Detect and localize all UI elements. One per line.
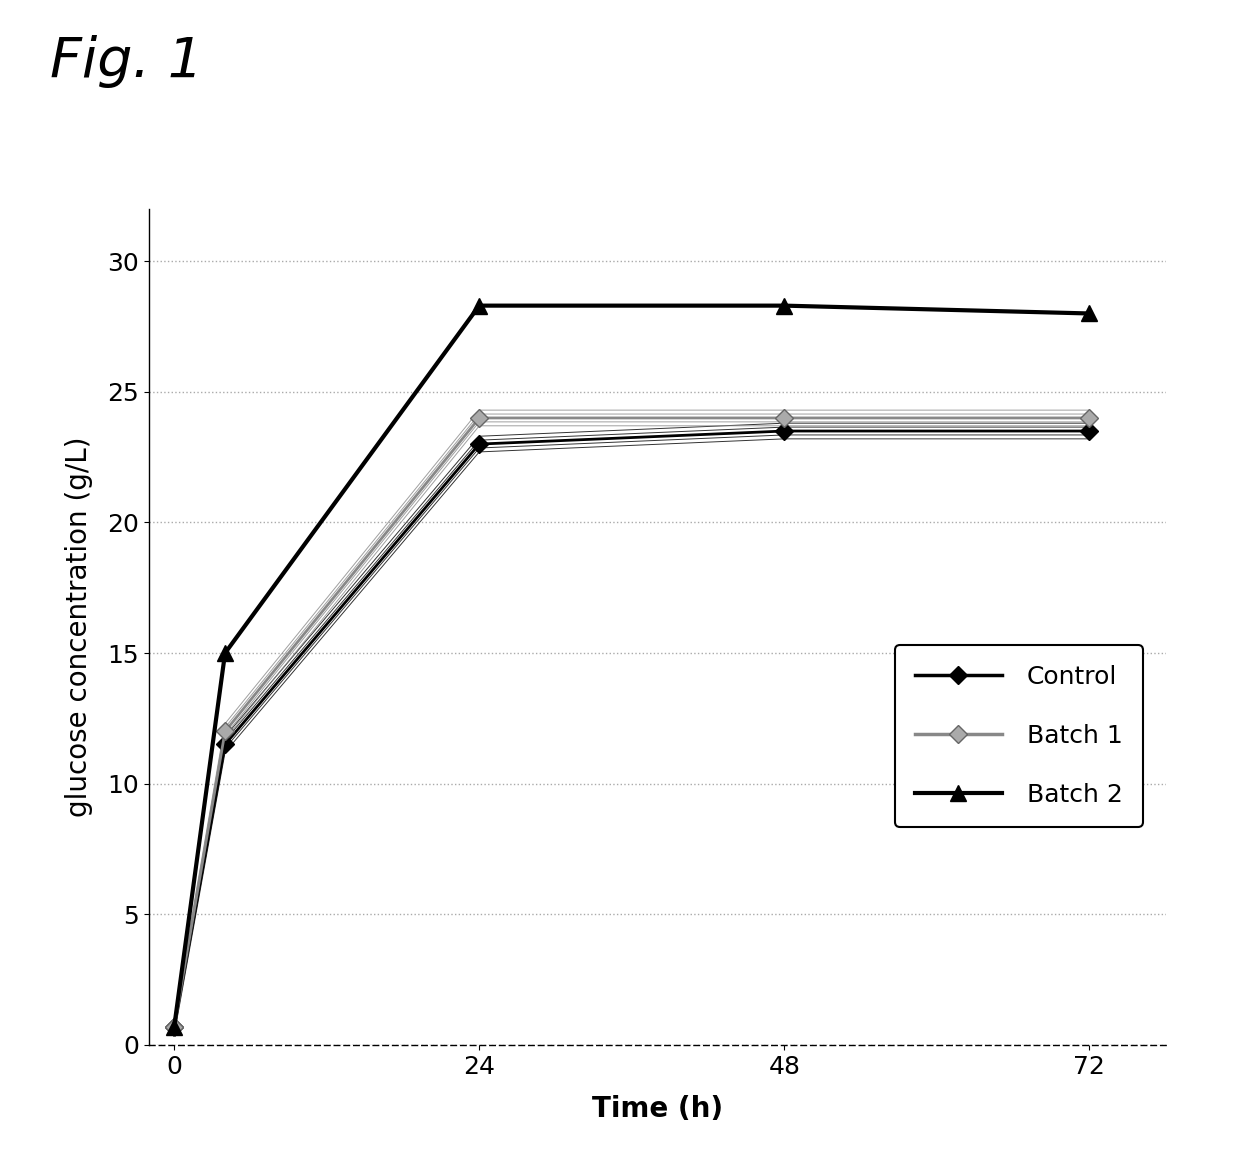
Y-axis label: glucose concentration (g/L): glucose concentration (g/L) xyxy=(66,437,93,817)
Legend: Control, Batch 1, Batch 2: Control, Batch 1, Batch 2 xyxy=(894,644,1143,827)
X-axis label: Time (h): Time (h) xyxy=(591,1095,723,1124)
Text: Fig. 1: Fig. 1 xyxy=(50,35,202,88)
